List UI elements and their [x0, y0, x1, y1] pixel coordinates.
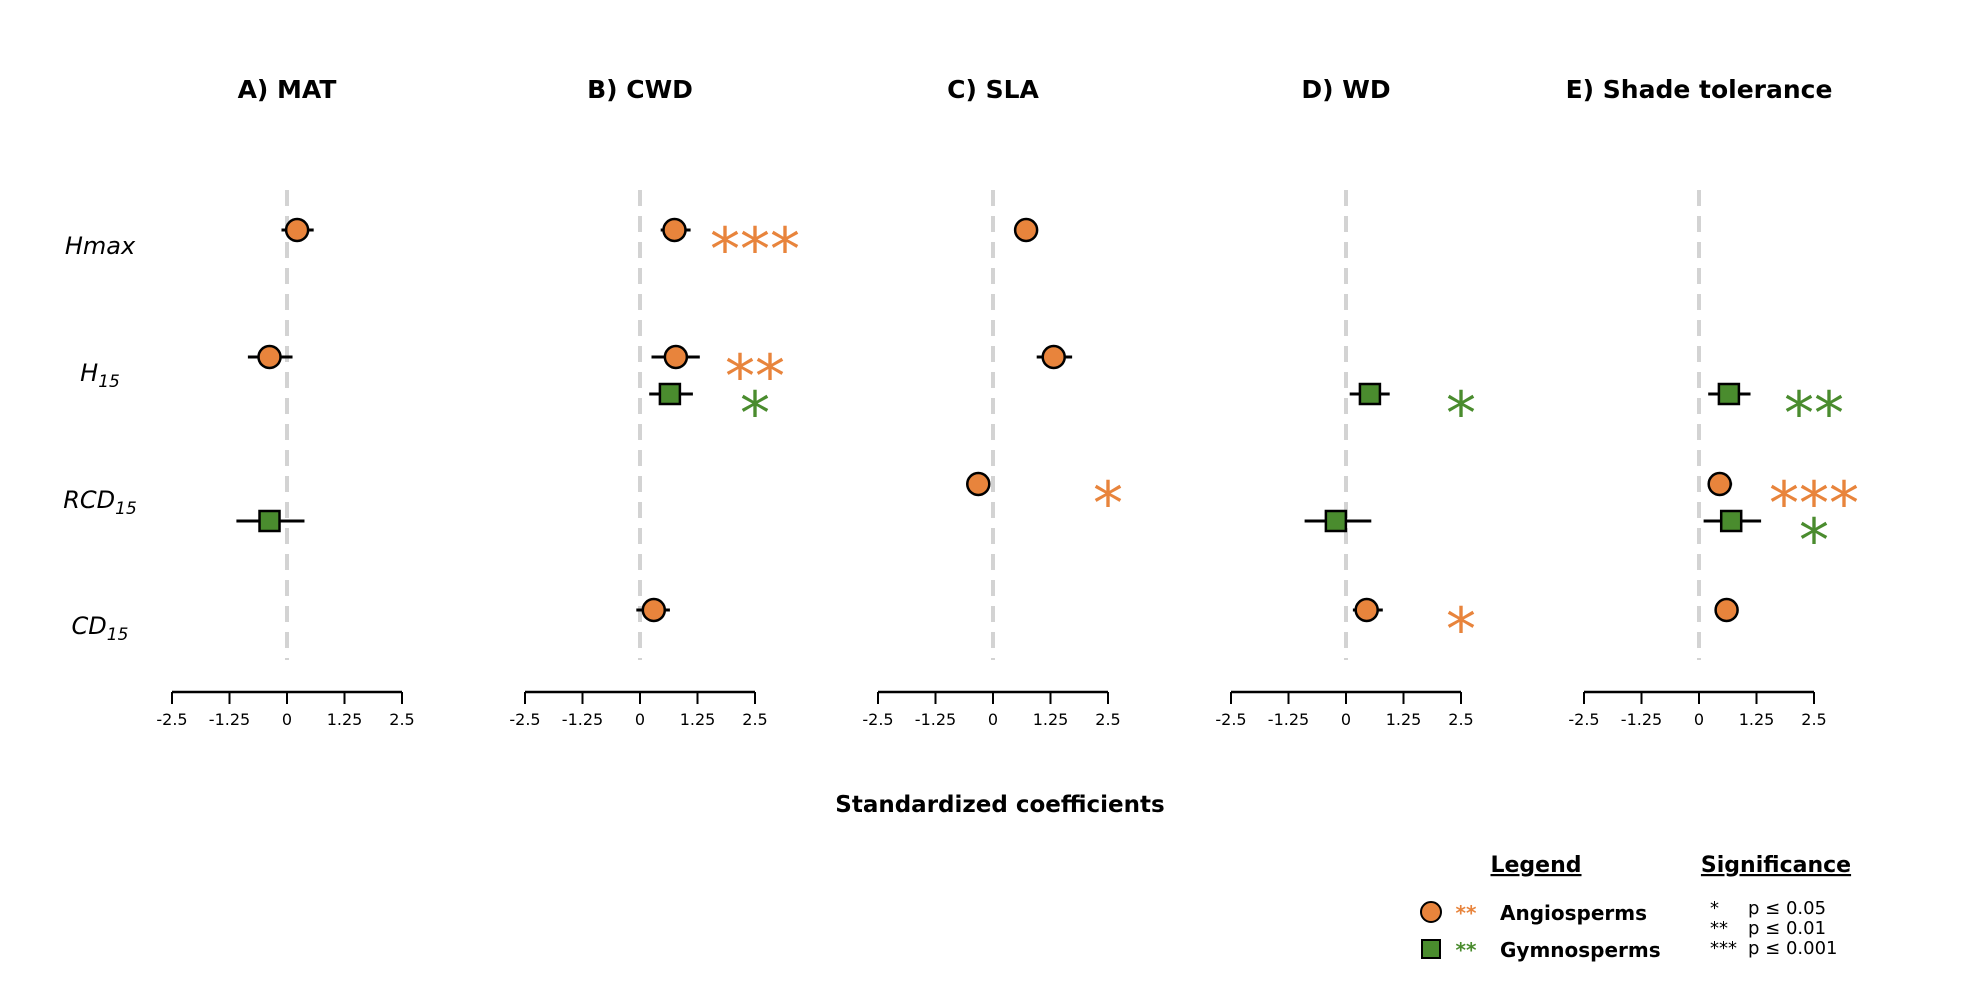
- x-tick-label: 2.5: [1448, 710, 1473, 729]
- angiosperm-point: [1013, 217, 1039, 243]
- x-tick-label: 0: [635, 710, 645, 729]
- legend-stars: **: [1456, 901, 1477, 925]
- significance-title: Significance: [1701, 853, 1851, 878]
- row-label-main: RCD: [63, 486, 115, 514]
- significance-label: p ≤ 0.001: [1748, 938, 1837, 959]
- significance-label: p ≤ 0.01: [1748, 918, 1826, 939]
- angiosperm-point: [1354, 597, 1379, 623]
- x-tick-label: 1.25: [1386, 710, 1422, 729]
- gymnosperm-point: [258, 509, 281, 533]
- angiosperm-point: [284, 217, 310, 243]
- panel-4: D) WD -2.5 -1.25 0 1.25 2.5 * *: [1215, 75, 1476, 729]
- row-label-cd15: CD15: [72, 612, 129, 645]
- panel-title: A) MAT: [238, 75, 337, 104]
- panel-3: C) SLA -2.5 -1.25 0 1.25 2.5 *: [862, 75, 1123, 729]
- row-label-main: H: [80, 359, 98, 387]
- significance-stars: ***: [710, 215, 800, 285]
- x-tick-label: 0: [282, 710, 292, 729]
- angiosperm-point: [663, 344, 689, 370]
- legend-label: Angiosperms: [1500, 901, 1647, 925]
- angiosperm-point: [641, 597, 667, 623]
- x-tick-label: 0: [1694, 710, 1704, 729]
- significance-stars: *: [1093, 469, 1123, 539]
- x-tick-label: -1.25: [209, 710, 250, 729]
- x-tick-label: -2.5: [156, 710, 187, 729]
- panel-title: C) SLA: [947, 75, 1039, 104]
- x-tick-label: -1.25: [562, 710, 603, 729]
- x-tick-label: 0: [988, 710, 998, 729]
- panel-1: A) MAT -2.5 -1.25 0 1.25 2.5: [156, 75, 414, 729]
- significance-stars: **: [1784, 379, 1844, 449]
- legend-circle-marker: [1420, 901, 1442, 923]
- legend-box: Legend ** Angiosperms ** Gymnosperms: [1420, 853, 1661, 962]
- x-tick-label: 2.5: [1095, 710, 1120, 729]
- panel-2: B) CWD-2.5 -1.25 0 1.25 2.5******: [509, 75, 800, 729]
- row-label-h15: H15: [80, 359, 120, 392]
- x-tick-label: -2.5: [862, 710, 893, 729]
- row-label-main: Hmax: [65, 232, 136, 260]
- legend-label: Gymnosperms: [1500, 938, 1661, 962]
- angiosperm-point: [1714, 597, 1739, 623]
- significance-stars: *: [1799, 506, 1829, 576]
- legend-stars: **: [1456, 938, 1477, 962]
- x-axis-label: Standardized coefficients: [835, 792, 1164, 818]
- panel-title: D) WD: [1301, 75, 1390, 104]
- row-label-subscript: 15: [115, 499, 137, 519]
- x-tick-label: -2.5: [509, 710, 540, 729]
- gymnosperm-point: [658, 382, 682, 406]
- angiosperm-point: [1041, 344, 1066, 370]
- x-tick-label: 1.25: [327, 710, 363, 729]
- x-tick-label: 2.5: [389, 710, 414, 729]
- row-label-subscript: 15: [98, 372, 120, 392]
- row-label-subscript: 15: [107, 625, 129, 645]
- significance-key: Significance * p ≤ 0.05 ** p ≤ 0.01 *** p ≤ 0.…: [1701, 853, 1851, 959]
- panel-title: E) Shade tolerance: [1566, 75, 1833, 104]
- x-tick-label: -1.25: [1268, 710, 1309, 729]
- gymnosperm-point: [1717, 382, 1741, 406]
- x-tick-label: 1.25: [1739, 710, 1775, 729]
- legend-title: Legend: [1490, 853, 1581, 878]
- angiosperm-point: [1707, 471, 1732, 497]
- significance-stars: *: [1446, 595, 1476, 665]
- x-tick-label: -2.5: [1568, 710, 1599, 729]
- significance-stars: ***: [1769, 469, 1859, 539]
- x-tick-label: -2.5: [1215, 710, 1246, 729]
- angiosperm-point: [257, 344, 282, 370]
- gymnosperm-point: [1358, 382, 1382, 406]
- significance-stars-key: **: [1710, 918, 1728, 939]
- significance-stars: **: [725, 342, 785, 412]
- significance-stars: *: [1446, 379, 1476, 449]
- panel-5: E) Shade tolerance-2.5 -1.25 0 1.25 2.5*****…: [1566, 75, 1859, 729]
- legend-square-marker: [1421, 939, 1441, 959]
- x-tick-label: 2.5: [1801, 710, 1826, 729]
- significance-stars-key: ***: [1710, 938, 1737, 959]
- x-tick-label: 0: [1341, 710, 1351, 729]
- x-tick-label: 1.25: [680, 710, 716, 729]
- row-label-rcd15: RCD15: [63, 486, 137, 519]
- gymnosperm-point: [1719, 509, 1743, 533]
- gymnosperm-point: [1324, 509, 1348, 533]
- x-tick-label: -1.25: [915, 710, 956, 729]
- x-tick-label: 1.25: [1033, 710, 1069, 729]
- x-tick-label: -1.25: [1621, 710, 1662, 729]
- angiosperm-point: [966, 471, 991, 497]
- significance-label: p ≤ 0.05: [1748, 898, 1826, 919]
- x-tick-label: 2.5: [742, 710, 767, 729]
- angiosperm-point: [662, 217, 687, 243]
- significance-stars: *: [740, 379, 770, 449]
- row-label-hmax: Hmax: [65, 232, 136, 260]
- panel-title: B) CWD: [587, 75, 693, 104]
- significance-stars-key: *: [1710, 898, 1719, 919]
- row-label-main: CD: [72, 612, 107, 640]
